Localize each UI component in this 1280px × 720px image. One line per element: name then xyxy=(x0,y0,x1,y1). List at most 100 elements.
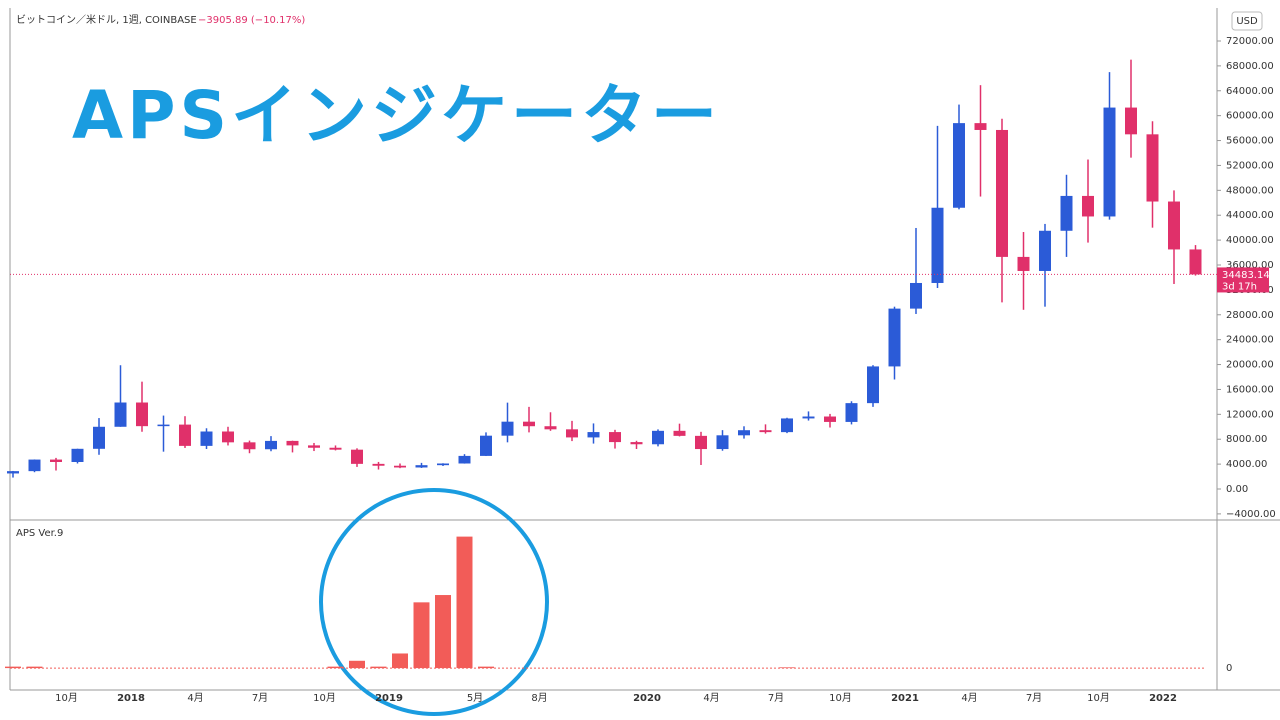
y-tick-label: 0.00 xyxy=(1226,484,1248,495)
candle-body xyxy=(1039,230,1051,271)
price-change: −3905.89 (−10.17%) xyxy=(198,15,305,26)
candle-body xyxy=(136,402,148,427)
candle-body xyxy=(609,432,621,443)
currency-box xyxy=(1231,11,1263,31)
candle-body xyxy=(1060,195,1073,231)
price-label: 34483.14 xyxy=(1222,270,1270,281)
bar xyxy=(5,666,21,669)
x-tick-label: 2019 xyxy=(375,693,403,704)
candle-body xyxy=(974,123,987,130)
candle-body xyxy=(1125,107,1137,135)
y-tick-label: 72000.00 xyxy=(1226,36,1274,47)
highlight-circle xyxy=(319,488,549,716)
y-tick-label: 0 xyxy=(1226,663,1232,674)
candle-body xyxy=(1168,201,1180,250)
candle-body xyxy=(437,463,449,466)
y-tick-label: 16000.00 xyxy=(1226,384,1274,395)
candle-body xyxy=(308,445,320,448)
candle-body xyxy=(114,402,127,427)
candle-body xyxy=(1017,256,1030,271)
candle-body xyxy=(630,442,643,445)
candle-body xyxy=(523,421,535,427)
banner-title: APSインジケーター xyxy=(72,77,721,154)
x-tick-label: 5月 xyxy=(467,692,483,704)
price-label-box xyxy=(1217,267,1269,293)
candle-body xyxy=(1103,107,1116,217)
bar xyxy=(327,666,344,669)
symbol-header: ビットコイン／米ドル, 1週, COINBASE xyxy=(16,13,197,26)
x-tick-label: 4月 xyxy=(187,692,203,704)
y-tick-label: 24000.00 xyxy=(1226,335,1274,346)
candle-body xyxy=(415,465,428,468)
y-tick-label: 12000.00 xyxy=(1226,409,1274,420)
candle-body xyxy=(394,465,406,468)
y-tick-label: 68000.00 xyxy=(1226,61,1274,72)
x-tick-label: 10月 xyxy=(1087,692,1110,704)
bar xyxy=(370,666,387,669)
y-tick-label: 52000.00 xyxy=(1226,160,1274,171)
y-tick-label: 44000.00 xyxy=(1226,210,1274,221)
candle-body xyxy=(286,440,299,446)
candle-body xyxy=(372,463,385,466)
x-tick-label: 10月 xyxy=(829,692,852,704)
y-tick-label: 4000.00 xyxy=(1226,459,1267,470)
candle-body xyxy=(824,416,836,422)
candle-body xyxy=(1082,195,1094,217)
candle-body xyxy=(781,418,793,433)
candle-body xyxy=(7,471,19,474)
y-tick-label: 20000.00 xyxy=(1226,360,1274,371)
candle-body xyxy=(931,207,944,283)
y-tick-label: 60000.00 xyxy=(1226,111,1274,122)
candle-body xyxy=(867,366,879,404)
candle-body xyxy=(222,431,234,443)
x-tick-label: 2021 xyxy=(891,693,919,704)
y-tick-label: 56000.00 xyxy=(1226,136,1274,147)
candle-body xyxy=(673,430,686,436)
candle-body xyxy=(28,459,41,472)
y-tick-label: 64000.00 xyxy=(1226,86,1274,97)
candle-body xyxy=(910,282,922,309)
x-tick-label: 4月 xyxy=(703,692,719,704)
candle-body xyxy=(695,435,707,450)
candle-body xyxy=(458,455,471,464)
candle-body xyxy=(501,421,514,436)
candle-body xyxy=(329,447,342,450)
candle-body xyxy=(888,308,901,367)
bar xyxy=(413,602,430,669)
bar xyxy=(26,666,43,669)
x-tick-label: 4月 xyxy=(961,692,977,704)
x-tick-label: 10月 xyxy=(55,692,78,704)
candle-body xyxy=(179,424,191,446)
countdown: 3d 17h xyxy=(1222,281,1257,292)
y-tick-label: 36000.00 xyxy=(1226,260,1274,271)
y-tick-label: 40000.00 xyxy=(1226,235,1274,246)
candle-body xyxy=(759,430,772,433)
y-tick-label: 48000.00 xyxy=(1226,185,1274,196)
bar xyxy=(779,667,795,669)
bar xyxy=(478,666,494,669)
candle-body xyxy=(652,430,664,445)
candle-body xyxy=(265,440,277,450)
candle-body xyxy=(71,448,84,462)
candle-body xyxy=(566,429,578,438)
x-tick-label: 8月 xyxy=(531,692,547,704)
candle-body xyxy=(716,435,729,450)
x-tick-label: 7月 xyxy=(252,692,268,704)
bar xyxy=(392,653,408,669)
candle-body xyxy=(1189,249,1202,275)
candle-body xyxy=(351,449,363,464)
x-tick-label: 7月 xyxy=(768,692,784,704)
x-tick-label: 10月 xyxy=(313,692,336,704)
candle-body xyxy=(50,459,62,462)
candle-body xyxy=(93,426,105,449)
x-tick-label: 2018 xyxy=(117,693,145,704)
x-tick-label: 7月 xyxy=(1026,692,1042,704)
bar xyxy=(456,536,473,669)
y-tick-label: 8000.00 xyxy=(1226,434,1267,445)
bar xyxy=(435,595,451,669)
x-tick-label: 2022 xyxy=(1149,693,1177,704)
candle-body xyxy=(738,430,750,436)
bar xyxy=(349,660,365,669)
